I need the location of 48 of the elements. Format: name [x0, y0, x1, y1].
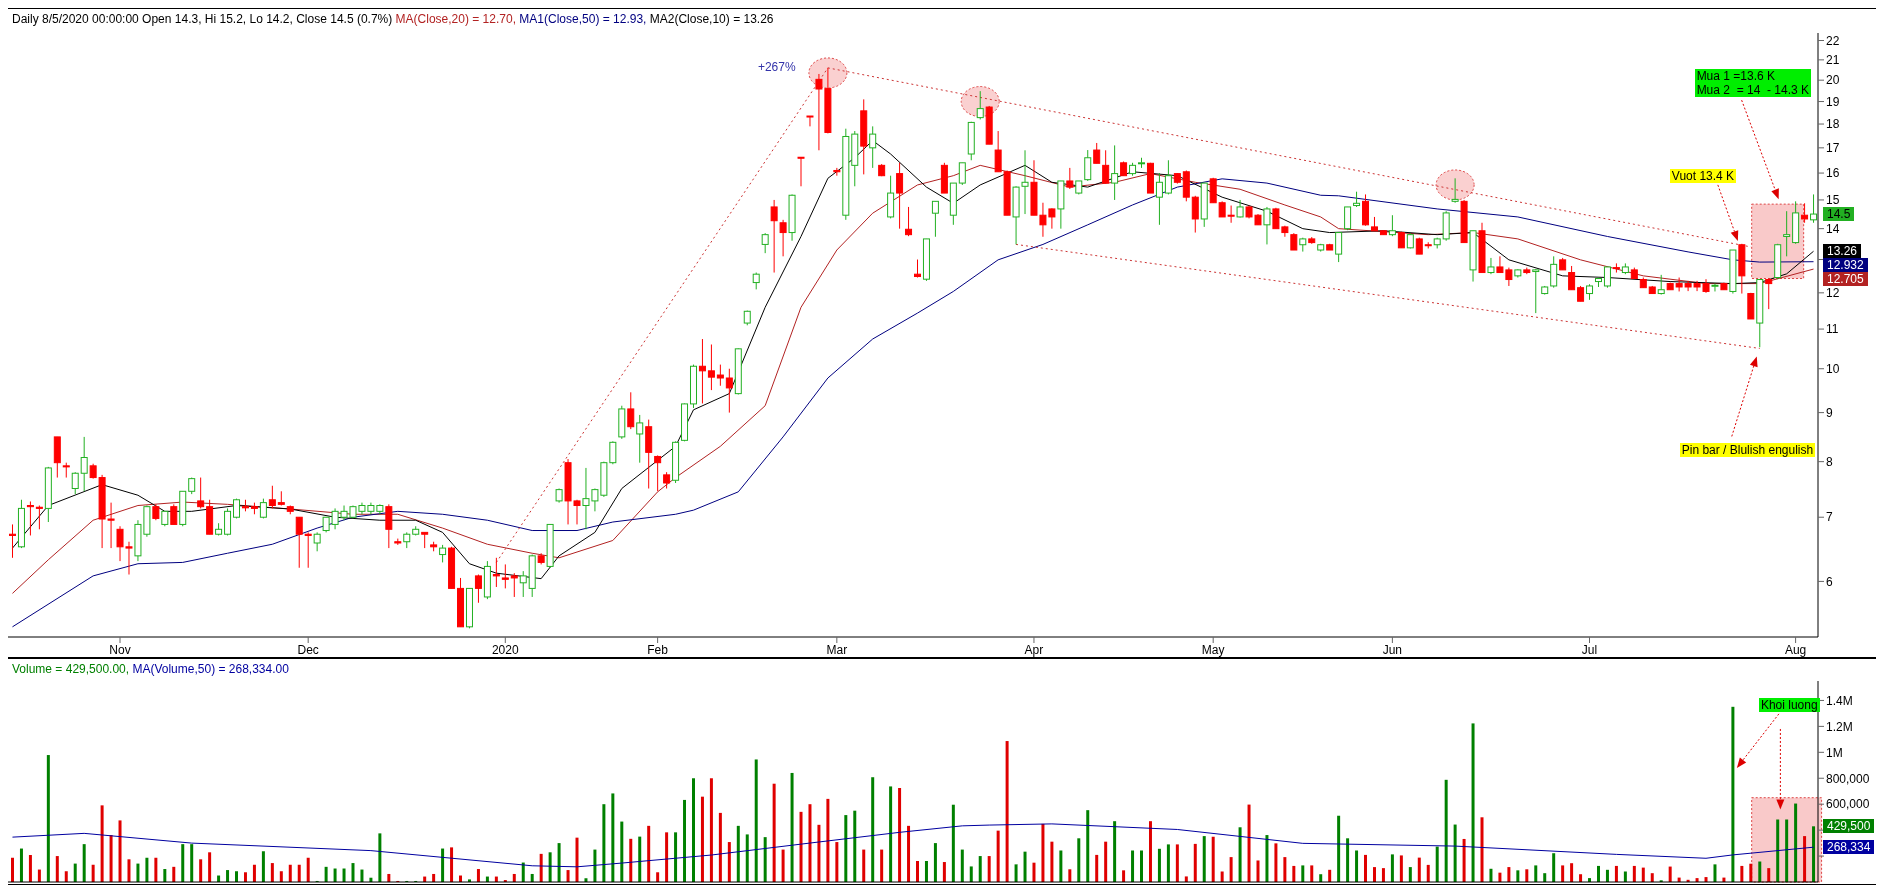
y-tick-label: 1.4M: [1826, 693, 1853, 708]
x-tick-label: Dec: [297, 642, 319, 657]
y-tick-label: 12: [1826, 286, 1840, 301]
text: 13.26: [1823, 244, 1862, 259]
x-tick-label: Jul: [1581, 642, 1598, 657]
y-tick-label: 600,000: [1826, 797, 1870, 812]
y-tick-label: 20: [1826, 73, 1840, 88]
y-tick-label: 18: [1826, 117, 1840, 132]
text: 429,500: [1823, 819, 1875, 834]
annotation: Khoi luong: [1758, 697, 1820, 712]
y-tick-label: 8: [1826, 454, 1833, 469]
y-tick-label: 6: [1826, 574, 1833, 589]
y-tick-label: 9: [1826, 405, 1833, 420]
y-tick-label: 10: [1826, 362, 1840, 377]
chart-title: Daily 8/5/2020 00:00:00 Open 14.3, Hi 15.2, Lo 14.2, Close 14.5 (0.7%): [12, 12, 393, 26]
x-tick-label: Feb: [647, 642, 669, 657]
text: MA2(Close,10) = 13.26: [649, 12, 774, 26]
y-tick-label: 21: [1826, 53, 1840, 68]
x-tick-label: Nov: [109, 642, 131, 657]
y-tick-label: 800,000: [1826, 771, 1870, 786]
x-tick-label: Jun: [1382, 642, 1403, 657]
x-tick-label: Mar: [826, 642, 848, 657]
y-tick-label: 17: [1826, 141, 1840, 156]
text: 12.932: [1823, 258, 1868, 273]
text: 14.5: [1823, 207, 1855, 222]
y-tick-label: 1M: [1826, 745, 1843, 760]
text: 268,334: [1823, 840, 1875, 855]
y-tick-label: 16: [1826, 166, 1840, 181]
text: 12.705: [1823, 272, 1868, 287]
y-tick-label: 11: [1826, 322, 1839, 337]
text: MA(Volume,50) = 268,334.00: [132, 662, 289, 676]
y-tick-label: 7: [1826, 510, 1833, 525]
text: MA(Close,20) = 12.70,: [395, 12, 516, 26]
annotation: Pin bar / Blulish engulish: [1679, 443, 1816, 458]
text: MA1(Close,50) = 12.93,: [519, 12, 647, 26]
y-tick-label: 1.2M: [1826, 719, 1853, 734]
x-tick-label: 2020: [491, 642, 519, 657]
y-tick-label: 22: [1826, 33, 1840, 48]
text: Volume = 429,500.00,: [12, 662, 130, 676]
annotation: Vuot 13.4 K: [1669, 168, 1737, 183]
annotation: Mua 1 =13.6 K Mua 2 = 14 - 14.3 K: [1694, 69, 1812, 98]
y-tick-label: 19: [1826, 94, 1840, 109]
y-tick-label: 15: [1826, 193, 1840, 208]
x-tick-label: Aug: [1784, 642, 1807, 657]
x-tick-label: Apr: [1024, 642, 1044, 657]
x-tick-label: May: [1201, 642, 1225, 657]
y-tick-label: 14: [1826, 221, 1840, 236]
annotation: +267%: [756, 59, 797, 74]
